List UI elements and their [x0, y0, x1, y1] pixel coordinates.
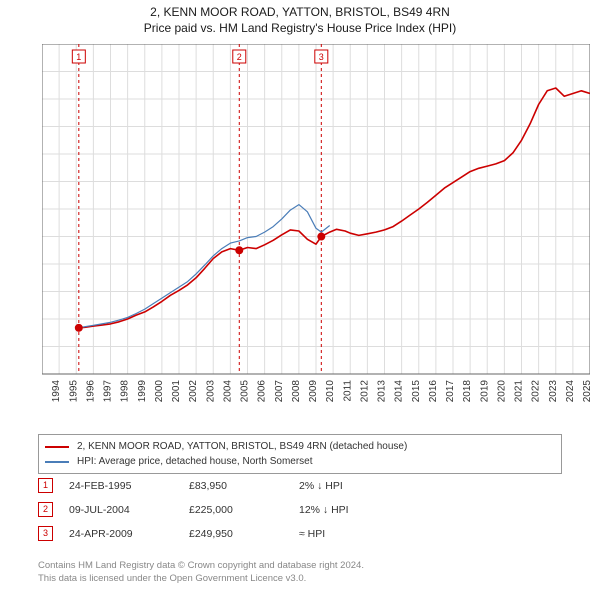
svg-text:2005: 2005	[240, 380, 251, 403]
sale-price-3: £249,950	[189, 528, 299, 540]
svg-text:2004: 2004	[222, 380, 233, 403]
svg-text:2013: 2013	[377, 380, 388, 403]
legend-label-1: 2, KENN MOOR ROAD, YATTON, BRISTOL, BS49…	[77, 439, 407, 454]
page-root: 2, KENN MOOR ROAD, YATTON, BRISTOL, BS49…	[0, 0, 600, 590]
svg-text:1996: 1996	[85, 380, 96, 403]
svg-text:2023: 2023	[548, 380, 559, 403]
chart-area: £0£50K£100K£150K£200K£250K£300K£350K£400…	[42, 44, 590, 424]
svg-text:2012: 2012	[359, 380, 370, 403]
svg-text:2001: 2001	[171, 380, 182, 403]
svg-text:2010: 2010	[325, 380, 336, 403]
svg-text:2016: 2016	[428, 380, 439, 403]
footer-line-2: This data is licensed under the Open Gov…	[38, 573, 364, 586]
svg-text:2024: 2024	[565, 380, 576, 403]
svg-text:2006: 2006	[257, 380, 268, 403]
sale-row-1: 1 24-FEB-1995 £83,950 2% ↓ HPI	[38, 478, 409, 493]
sale-date-3: 24-APR-2009	[69, 528, 189, 540]
title-address: 2, KENN MOOR ROAD, YATTON, BRISTOL, BS49…	[0, 4, 600, 20]
svg-text:1999: 1999	[137, 380, 148, 403]
legend-label-2: HPI: Average price, detached house, Nort…	[77, 454, 313, 469]
legend-box: 2, KENN MOOR ROAD, YATTON, BRISTOL, BS49…	[38, 434, 562, 474]
svg-text:1997: 1997	[103, 380, 114, 403]
sale-marker-3: 3	[38, 526, 53, 541]
chart-svg: £0£50K£100K£150K£200K£250K£300K£350K£400…	[42, 44, 590, 424]
legend-swatch-1	[45, 446, 69, 448]
svg-text:2022: 2022	[531, 380, 542, 403]
svg-text:2025: 2025	[582, 380, 590, 403]
sale-date-2: 09-JUL-2004	[69, 504, 189, 516]
svg-text:3: 3	[319, 52, 324, 62]
footer-line-1: Contains HM Land Registry data © Crown c…	[38, 560, 364, 573]
svg-text:2002: 2002	[188, 380, 199, 403]
svg-text:2017: 2017	[445, 380, 456, 403]
svg-text:2019: 2019	[479, 380, 490, 403]
legend-row-1: 2, KENN MOOR ROAD, YATTON, BRISTOL, BS49…	[45, 439, 555, 454]
title-block: 2, KENN MOOR ROAD, YATTON, BRISTOL, BS49…	[0, 0, 600, 36]
svg-text:2: 2	[237, 52, 242, 62]
svg-text:2018: 2018	[462, 380, 473, 403]
svg-text:2007: 2007	[274, 380, 285, 403]
sale-change-3: ≈ HPI	[299, 528, 409, 540]
svg-text:2021: 2021	[514, 380, 525, 403]
svg-text:2008: 2008	[291, 380, 302, 403]
svg-text:2020: 2020	[496, 380, 507, 403]
svg-text:2003: 2003	[205, 380, 216, 403]
sale-date-1: 24-FEB-1995	[69, 480, 189, 492]
svg-text:1993: 1993	[42, 380, 45, 403]
svg-text:1994: 1994	[51, 380, 62, 403]
title-subtitle: Price paid vs. HM Land Registry's House …	[0, 20, 600, 36]
sale-row-3: 3 24-APR-2009 £249,950 ≈ HPI	[38, 526, 409, 541]
svg-text:1998: 1998	[120, 380, 131, 403]
footer: Contains HM Land Registry data © Crown c…	[38, 560, 364, 586]
sale-change-1: 2% ↓ HPI	[299, 480, 409, 492]
svg-text:2014: 2014	[394, 380, 405, 403]
svg-text:1995: 1995	[68, 380, 79, 403]
sale-marker-2: 2	[38, 502, 53, 517]
svg-text:2000: 2000	[154, 380, 165, 403]
legend-swatch-2	[45, 461, 69, 463]
svg-text:2015: 2015	[411, 380, 422, 403]
svg-text:2011: 2011	[342, 380, 353, 402]
sale-marker-1: 1	[38, 478, 53, 493]
sale-price-2: £225,000	[189, 504, 299, 516]
legend-row-2: HPI: Average price, detached house, Nort…	[45, 454, 555, 469]
sale-price-1: £83,950	[189, 480, 299, 492]
sale-row-2: 2 09-JUL-2004 £225,000 12% ↓ HPI	[38, 502, 409, 517]
sale-change-2: 12% ↓ HPI	[299, 504, 409, 516]
svg-text:2009: 2009	[308, 380, 319, 403]
svg-text:1: 1	[76, 52, 81, 62]
